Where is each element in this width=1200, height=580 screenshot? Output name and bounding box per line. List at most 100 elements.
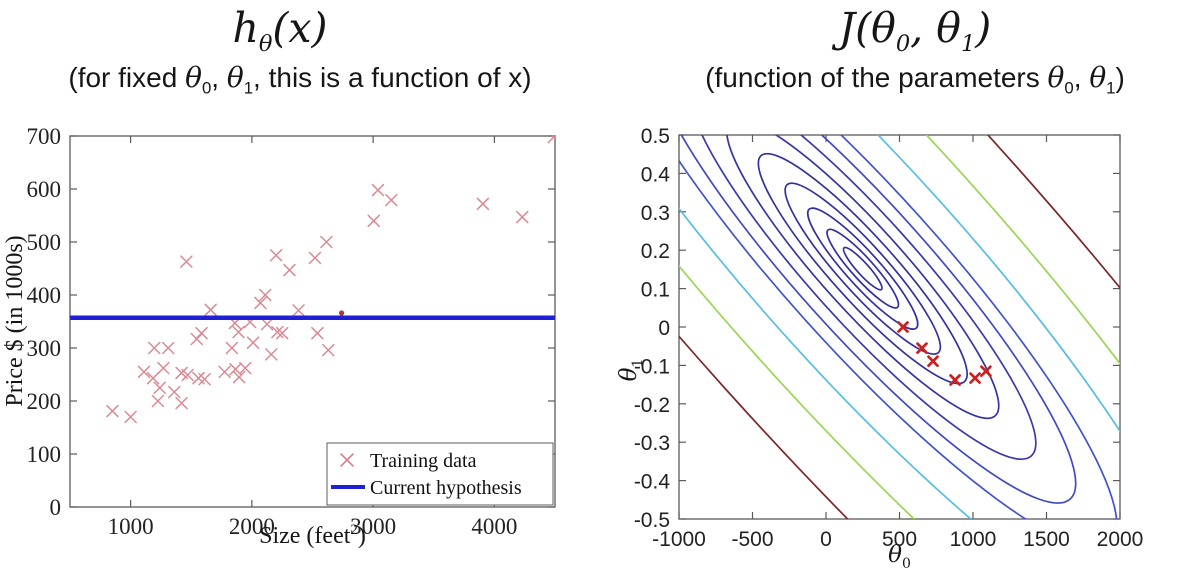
training-data-marker: [232, 325, 245, 339]
y-tick-label: 700: [27, 124, 62, 149]
y-tick-label: 0.2: [641, 240, 670, 263]
left-subtitle-theta1: θ: [226, 61, 244, 94]
cost-contour-plot: -1000 -500 0 500 1000 1500 2000 0.5 0.4 0.3 0.2 0.1…: [616, 125, 1144, 572]
training-data-marker: [157, 361, 170, 375]
training-data-marker: [238, 361, 252, 375]
training-data-marker: [269, 249, 283, 262]
training-data-marker: [168, 385, 181, 399]
training-data-marker: [151, 394, 165, 408]
left-subtitle-theta0: θ: [185, 61, 202, 94]
y-tick-label: 100: [27, 442, 62, 467]
title-j-close: ): [975, 4, 992, 52]
right-subtitle-theta0: θ: [1047, 61, 1065, 94]
training-data-marker: [371, 183, 385, 197]
training-data-marker: [275, 326, 289, 340]
axis-box: [678, 134, 1121, 520]
contour-ellipse: [826, 228, 900, 309]
contour-ellipse: [679, 135, 1120, 519]
title-j: J: [838, 4, 856, 52]
y-tick-label: 0: [50, 495, 62, 520]
plot-area: [70, 135, 556, 424]
training-data-marker: [229, 362, 242, 376]
training-data-marker: [106, 404, 119, 418]
y-tick-label: 500: [27, 230, 62, 255]
training-data-marker: [265, 348, 278, 361]
y-tick-label: 0.3: [641, 202, 670, 225]
training-data-marker: [198, 373, 211, 386]
right-subtitle-post: ): [1115, 62, 1125, 93]
descent-marker: [980, 365, 992, 378]
right-subtitle-comma: ,: [1073, 62, 1090, 93]
x-tick-label: 4000: [471, 514, 517, 539]
descent-marker: [916, 342, 928, 354]
left-plot-title: hθ(x): [0, 4, 560, 57]
title-theta0: θ: [871, 4, 896, 52]
training-data-marker: [516, 210, 529, 224]
training-data-marker: [161, 341, 175, 355]
training-data-marker: [367, 214, 380, 228]
y-tick-label: 0.4: [641, 163, 671, 186]
hypothesis-scatter-plot: 1000 2000 3000 4000 0 100 200 300 400 500 600 700 Si…: [2, 124, 556, 549]
descent-marker: [927, 355, 939, 368]
legend-label-training: Training data: [370, 450, 477, 472]
y-tick-label: -0.5: [634, 509, 670, 532]
contour-ellipse: [679, 135, 1120, 519]
y-tick-label: -0.1: [634, 355, 670, 378]
x-tick-label: 1000: [950, 528, 997, 551]
left-subtitle-comma: ,: [211, 62, 227, 93]
y-tick-label: 0: [658, 317, 670, 340]
title-h-sub: θ: [258, 31, 273, 58]
y-tick-label: 0.5: [641, 125, 670, 148]
training-data-marker: [246, 336, 260, 349]
training-data-marker: [175, 396, 188, 410]
contour-ellipse: [725, 135, 1000, 420]
title-j-open: (: [855, 4, 872, 52]
contour-area: [679, 135, 1120, 519]
y-tick-label: 0.1: [641, 279, 670, 302]
contour-ellipse: [688, 135, 1037, 461]
contour-ellipse: [784, 182, 942, 355]
training-data-marker: [124, 410, 137, 424]
x-tick-label: 1000: [108, 514, 154, 539]
contour-ellipse: [679, 135, 1077, 504]
training-data-marker: [254, 296, 267, 310]
y-tick-label: -0.2: [634, 394, 670, 417]
contour-ellipse: [842, 246, 883, 291]
training-data-marker: [320, 235, 333, 249]
stray-dot: [339, 310, 345, 316]
left-subtitle-theta0-sub: 0: [201, 78, 212, 98]
legend-box: [326, 442, 554, 506]
training-data-marker: [146, 371, 160, 385]
training-data-marker: [153, 381, 166, 394]
legend: Training data Current hypothesis: [326, 442, 554, 506]
y-tick-label: -0.4: [634, 471, 671, 494]
training-data-marker: [547, 135, 556, 144]
training-data-marker: [232, 370, 246, 384]
title-theta1: θ: [936, 4, 961, 52]
x-tick-label: 0: [820, 528, 832, 551]
axes: -1000 -500 0 500 1000 1500 2000 0.5 0.4 0.3 0.2 0.1…: [634, 125, 1144, 551]
y-tick-label: 300: [27, 336, 62, 361]
training-data-marker: [476, 197, 490, 211]
axis-box: [69, 135, 556, 508]
contour-ellipse: [757, 152, 968, 385]
contour-ellipse: [806, 207, 919, 330]
training-data-marker: [181, 368, 194, 382]
descent-marker: [897, 321, 909, 333]
training-data-marker: [311, 326, 324, 340]
contour-ellipse: [679, 135, 1120, 519]
title-theta0-sub: 0: [895, 31, 911, 58]
training-data-marker: [258, 288, 272, 302]
training-data-marker: [137, 365, 151, 379]
x-axis-label: θ0: [888, 542, 911, 572]
training-data-marker: [204, 303, 217, 317]
x-tick-label: 2000: [229, 514, 275, 539]
y-tick-label: 600: [27, 177, 62, 202]
training-data-marker: [292, 304, 305, 317]
x-tick-label: 3000: [350, 514, 396, 539]
training-data-marker: [225, 341, 239, 355]
x-tick-label: -1000: [652, 528, 706, 551]
y-tick-label: -0.3: [634, 432, 670, 455]
right-plot-title: J(θ0, θ1): [620, 4, 1200, 57]
title-comma: ,: [910, 4, 937, 52]
